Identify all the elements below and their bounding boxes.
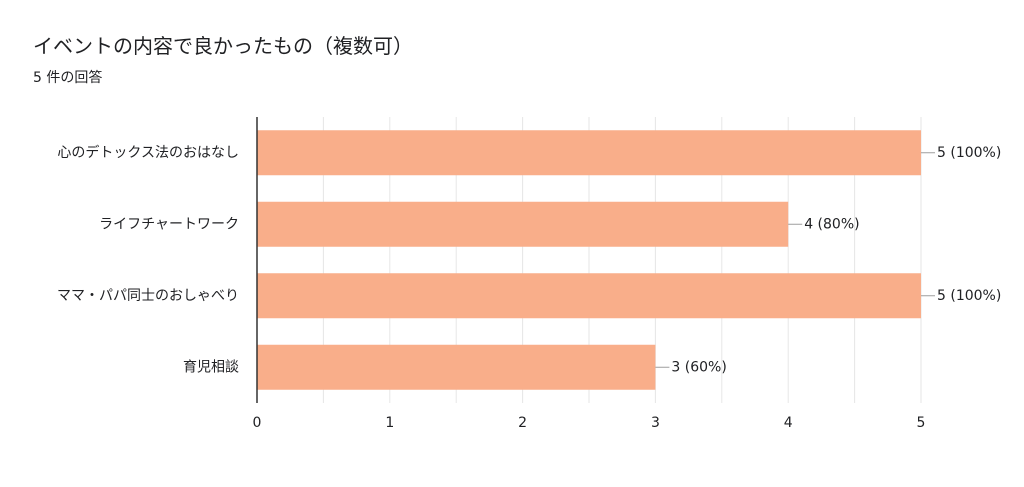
bar (257, 201, 789, 247)
data-label: 3 (60%) (671, 359, 726, 375)
x-tick-label: 0 (253, 415, 262, 431)
data-label: 5 (100%) (937, 288, 1001, 304)
data-label: 5 (100%) (937, 145, 1001, 161)
bar (257, 273, 921, 319)
category-label: 心のデトックス法のおはなし (57, 144, 239, 161)
x-tick-label: 4 (784, 415, 793, 431)
chart-title: イベントの内容で良かったもの（複数可） (33, 34, 413, 58)
x-tick-label: 5 (917, 415, 926, 431)
data-labels: 5 (100%) 4 (80%) 5 (100%) 3 (60%) (671, 145, 1001, 376)
bar (257, 344, 656, 390)
response-count: 5 件の回答 (33, 70, 103, 86)
x-tick-label: 1 (385, 415, 394, 431)
x-axis-ticks: 0 1 2 3 4 5 (253, 415, 926, 431)
bar (257, 130, 921, 176)
x-tick-label: 2 (518, 415, 527, 431)
bars (257, 130, 921, 390)
data-label: 4 (80%) (804, 216, 859, 232)
category-label: ライフチャートワーク (99, 216, 239, 232)
data-label-leaders (655, 152, 935, 368)
category-label: ママ・パパ同士のおしゃべり (57, 288, 239, 304)
x-tick-label: 3 (651, 415, 660, 431)
category-label: 育児相談 (183, 359, 239, 375)
